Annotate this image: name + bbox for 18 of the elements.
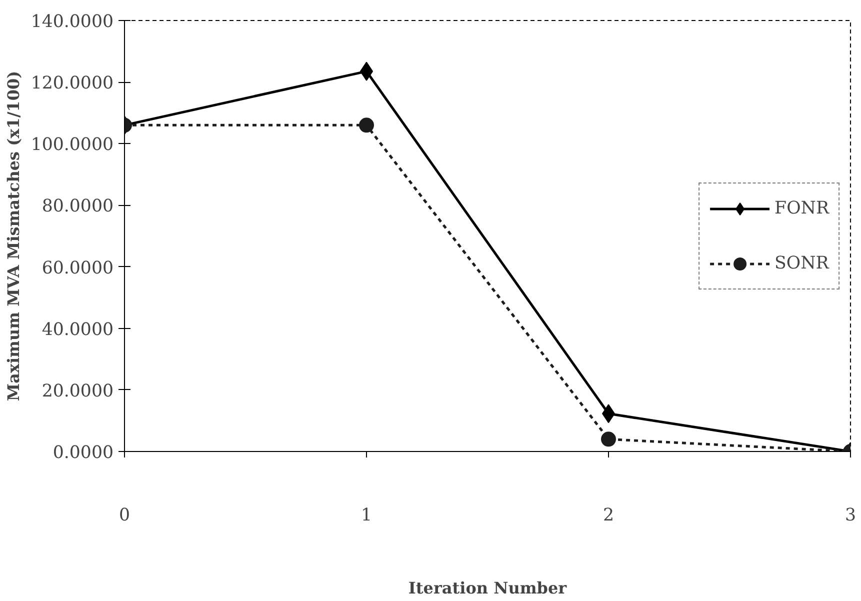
- point: [601, 432, 616, 447]
- y-tick-label: 140.0000: [30, 12, 114, 32]
- y-tick-label: 120.0000: [30, 74, 114, 94]
- y-axis-title: Maximum MVA Mismatches (x1/100): [4, 70, 23, 402]
- y-tick-label: 40.0000: [42, 320, 114, 340]
- x-tick-label: 0: [118, 506, 130, 526]
- x-tick-label: 3: [844, 506, 856, 526]
- legend-label: SONR: [774, 253, 829, 273]
- point: [359, 118, 374, 133]
- legend-label: FONR: [774, 198, 829, 218]
- x-tick-label: 2: [602, 506, 614, 526]
- x-axis-title: Iteration Number: [408, 578, 568, 598]
- y-tick-label: 100.0000: [30, 135, 114, 156]
- y-tick-label: 80.0000: [42, 196, 114, 217]
- x-tick-label: 1: [360, 506, 372, 526]
- y-tick-label: 60.0000: [42, 258, 114, 278]
- y-tick-label: 0.0000: [52, 443, 114, 463]
- y-tick-label: 20.0000: [42, 381, 114, 402]
